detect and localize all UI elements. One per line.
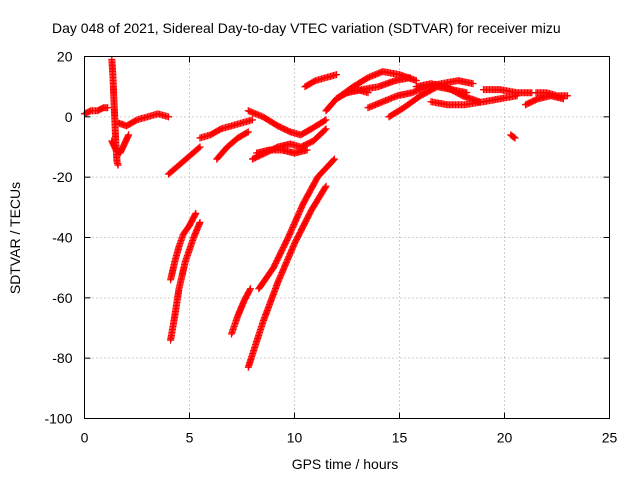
series-arc-14 [301,71,340,91]
y-tick-label: -20 [52,169,72,185]
x-tick-label: 15 [392,430,408,446]
x-tick-label: 5 [186,430,194,446]
data-point [246,286,254,294]
data-point [246,285,254,293]
series-arc-7 [213,128,252,163]
data-point [469,80,477,88]
data-point [195,144,203,152]
y-ticks: -100 -80 -60 -40 -20 0 20 [44,49,610,427]
data-points [81,56,571,371]
y-tick-label: -80 [52,350,72,366]
data-point [114,161,122,169]
y-tick-label: 0 [65,109,73,125]
data-point [322,116,330,124]
data-point [511,134,519,142]
series-arc-1 [108,131,133,157]
chart-title: Day 048 of 2021, Sidereal Day-to-day VTE… [52,20,561,36]
x-ticks: 0 5 10 15 20 25 [81,56,618,446]
data-point [125,131,133,139]
data-point [192,209,200,217]
series-arc-3 [165,143,204,178]
data-point [191,211,199,219]
x-tick-label: 20 [497,430,513,446]
x-tick-label: 10 [287,430,303,446]
data-point [244,128,252,136]
data-point [322,125,330,133]
data-point [321,126,329,134]
data-point [303,146,311,154]
y-tick-label: -100 [44,411,72,427]
data-point [333,71,340,79]
plot-frame [84,56,610,419]
series-arc-25 [532,89,571,100]
series-arc-13 [253,146,311,157]
data-point [321,117,329,125]
data-point [330,155,338,163]
series-arc-8 [228,285,254,338]
y-axis-label: SDTVAR / TECUs [7,182,23,294]
data-point [322,182,330,190]
data-point [329,156,337,164]
series-arc-9 [244,182,330,371]
series-arc-21 [427,92,521,109]
x-axis-label: GPS time / hours [292,456,399,472]
series-arc-22 [480,86,536,97]
series-arc-11 [244,107,330,139]
series-arc-23 [507,131,519,142]
data-point [406,74,414,82]
data-point [412,77,420,85]
y-tick-label: 20 [57,49,73,65]
data-point [249,116,256,124]
series-arc-17 [343,74,414,97]
data-point [196,143,204,151]
data-point [196,218,204,226]
series-arc-4 [167,209,200,284]
series-arc-6 [196,116,256,142]
y-tick-label: -40 [52,230,72,246]
series-arc-5 [167,218,204,344]
x-tick-label: 25 [602,430,618,446]
data-point [165,113,172,121]
data-point [510,133,518,141]
data-point [564,92,571,100]
data-point [243,129,251,137]
gridlines [84,56,610,419]
series-arc-10 [255,155,338,293]
y-tick-label: -60 [52,290,72,306]
data-point [321,184,329,192]
series-arc-2 [114,110,172,130]
series-arc-start [81,104,112,118]
data-point [104,104,112,112]
x-tick-label: 0 [81,430,89,446]
series-arc-18 [364,77,477,112]
